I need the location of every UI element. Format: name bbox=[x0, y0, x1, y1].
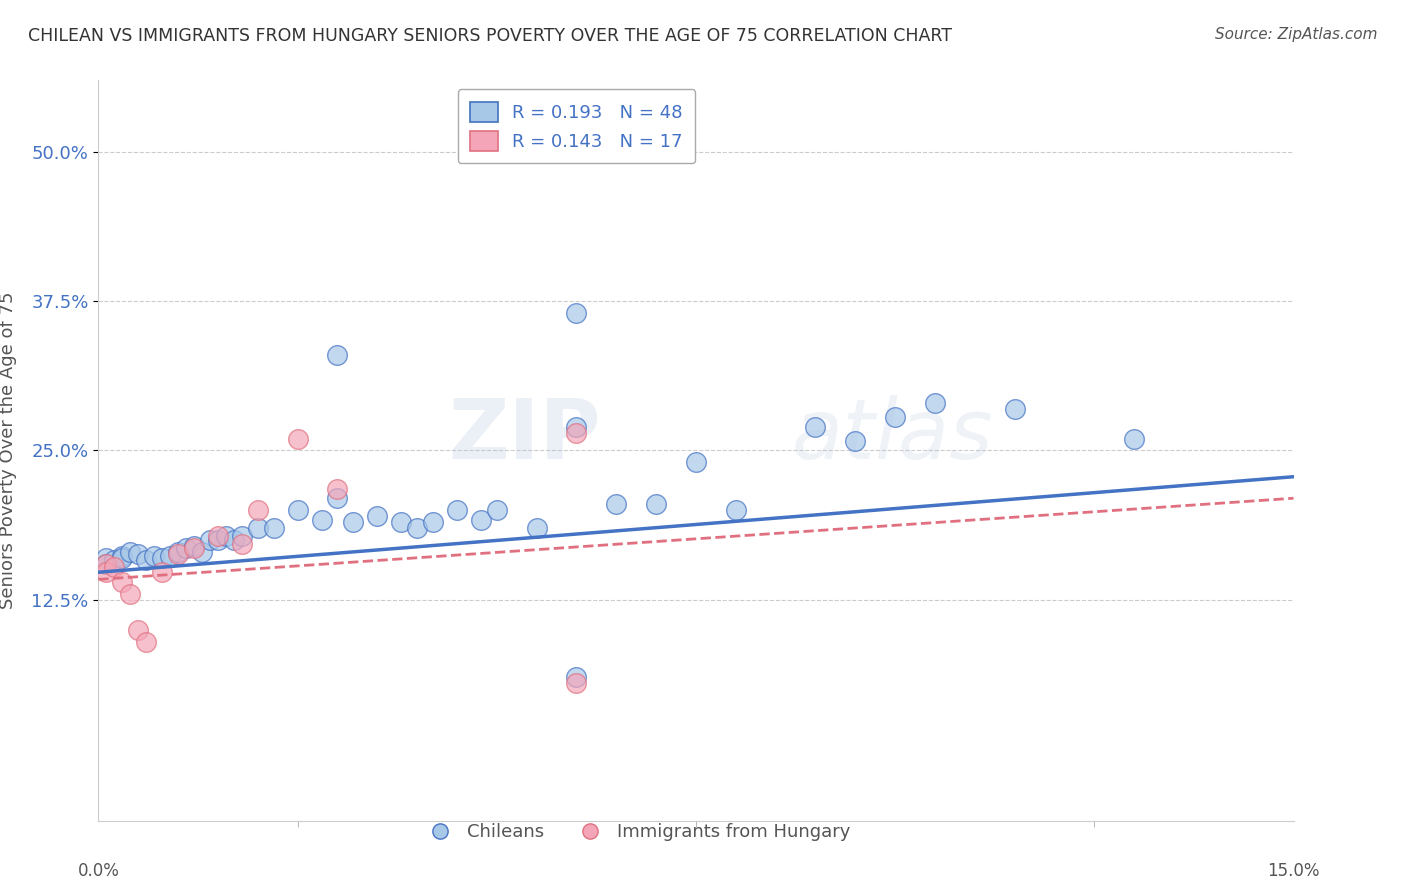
Point bbox=[645, 497, 668, 511]
Point bbox=[287, 503, 309, 517]
Point bbox=[103, 553, 125, 567]
Point bbox=[246, 521, 269, 535]
Point bbox=[167, 547, 190, 561]
Point bbox=[96, 550, 118, 565]
Point bbox=[565, 419, 588, 434]
Point bbox=[111, 550, 134, 565]
Point bbox=[111, 549, 134, 563]
Text: atlas: atlas bbox=[792, 395, 993, 476]
Point bbox=[103, 560, 125, 574]
Point bbox=[565, 676, 588, 690]
Point bbox=[120, 545, 142, 559]
Point bbox=[150, 550, 173, 565]
Point bbox=[111, 574, 134, 589]
Point bbox=[326, 482, 349, 496]
Point bbox=[127, 547, 149, 561]
Point bbox=[207, 529, 229, 543]
Point bbox=[246, 503, 269, 517]
Text: 0.0%: 0.0% bbox=[77, 863, 120, 880]
Text: 15.0%: 15.0% bbox=[1267, 863, 1320, 880]
Point bbox=[685, 455, 707, 469]
Y-axis label: Seniors Poverty Over the Age of 75: Seniors Poverty Over the Age of 75 bbox=[0, 292, 17, 609]
Point bbox=[326, 348, 349, 362]
Point bbox=[565, 670, 588, 684]
Point bbox=[884, 410, 907, 425]
Point bbox=[724, 503, 747, 517]
Point bbox=[924, 395, 946, 409]
Text: Source: ZipAtlas.com: Source: ZipAtlas.com bbox=[1215, 27, 1378, 42]
Point bbox=[120, 587, 142, 601]
Point bbox=[526, 521, 548, 535]
Point bbox=[183, 539, 205, 553]
Point bbox=[167, 545, 190, 559]
Point bbox=[174, 541, 197, 556]
Point bbox=[143, 549, 166, 563]
Point bbox=[263, 521, 285, 535]
Point bbox=[222, 533, 245, 547]
Point bbox=[565, 425, 588, 440]
Point bbox=[844, 434, 866, 448]
Point bbox=[198, 533, 221, 547]
Point bbox=[215, 529, 238, 543]
Point bbox=[366, 509, 388, 524]
Point bbox=[96, 557, 118, 571]
Point bbox=[135, 634, 157, 648]
Text: CHILEAN VS IMMIGRANTS FROM HUNGARY SENIORS POVERTY OVER THE AGE OF 75 CORRELATIO: CHILEAN VS IMMIGRANTS FROM HUNGARY SENIO… bbox=[28, 27, 952, 45]
Point bbox=[1004, 401, 1026, 416]
Point bbox=[183, 541, 205, 556]
Point bbox=[422, 515, 444, 529]
Point bbox=[231, 536, 253, 550]
Point bbox=[311, 513, 333, 527]
Legend: Chileans, Immigrants from Hungary: Chileans, Immigrants from Hungary bbox=[415, 816, 858, 848]
Point bbox=[406, 521, 429, 535]
Point bbox=[342, 515, 364, 529]
Point bbox=[446, 503, 468, 517]
Point bbox=[605, 497, 627, 511]
Point bbox=[287, 432, 309, 446]
Text: ZIP: ZIP bbox=[449, 395, 600, 476]
Point bbox=[389, 515, 412, 529]
Point bbox=[804, 419, 827, 434]
Point bbox=[485, 503, 508, 517]
Point bbox=[207, 533, 229, 547]
Point bbox=[326, 491, 349, 506]
Point bbox=[565, 306, 588, 320]
Point bbox=[127, 623, 149, 637]
Point bbox=[159, 549, 181, 563]
Point bbox=[135, 553, 157, 567]
Point bbox=[191, 545, 214, 559]
Point bbox=[96, 566, 118, 580]
Point bbox=[150, 566, 173, 580]
Point bbox=[470, 513, 492, 527]
Point bbox=[1123, 432, 1146, 446]
Point bbox=[96, 557, 118, 571]
Point bbox=[231, 529, 253, 543]
